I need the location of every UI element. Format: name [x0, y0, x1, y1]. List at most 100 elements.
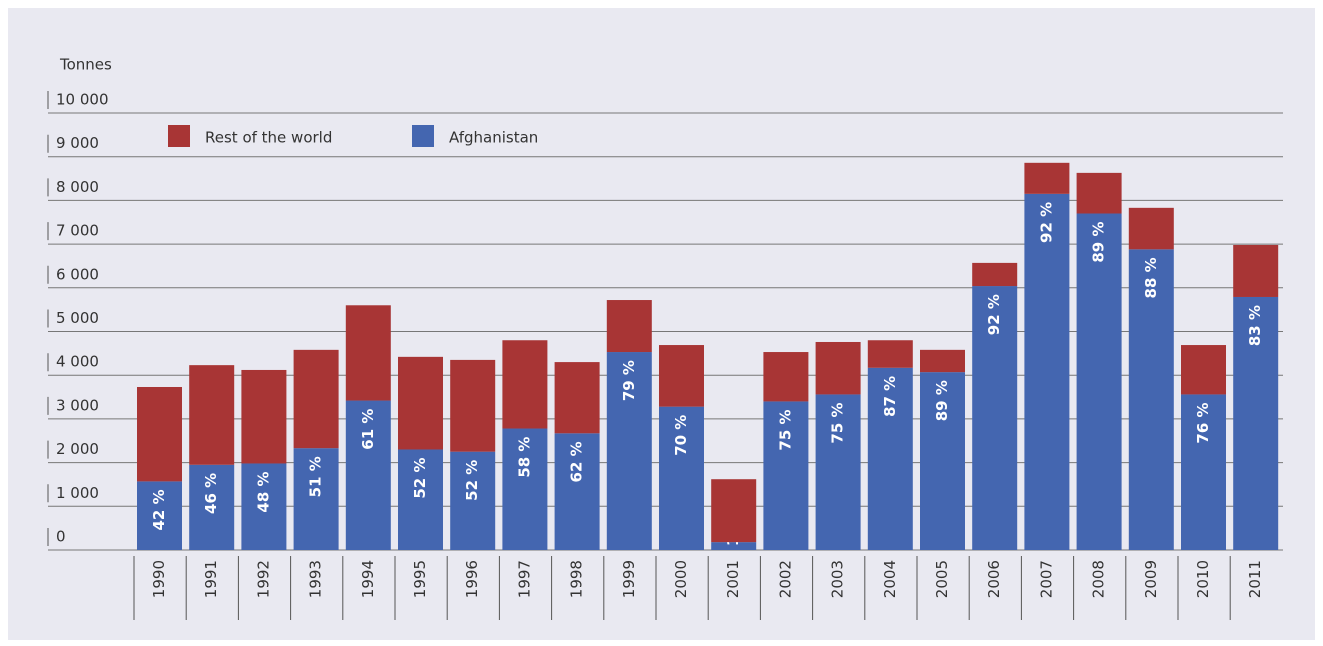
share-label: 89 % — [933, 380, 951, 421]
share-label: 70 % — [672, 415, 690, 456]
bar-segment — [189, 365, 235, 465]
bar-segment — [345, 305, 391, 401]
bar-segment — [659, 345, 704, 407]
x-tick-label: 1996 — [463, 560, 481, 598]
x-tick-label: 1992 — [254, 560, 272, 598]
bar-segment — [1181, 394, 1226, 550]
bar-segment — [1181, 345, 1226, 395]
bar-segment — [293, 349, 339, 449]
x-tick-label: 1990 — [150, 560, 168, 598]
bar-segment — [867, 340, 913, 368]
bar-segment — [1233, 244, 1279, 297]
y-tick-label: 2 000 — [56, 440, 99, 458]
bar-segment — [502, 340, 548, 429]
x-tick-label: 2006 — [985, 560, 1003, 598]
bar-segment — [293, 448, 339, 550]
share-label: 89 % — [1090, 222, 1108, 263]
share-label: 76 % — [1194, 402, 1212, 443]
bar-segment — [554, 433, 600, 550]
share-label: 62 % — [568, 441, 586, 482]
bar-segment — [241, 463, 287, 550]
x-tick-label: 1993 — [307, 560, 325, 598]
x-tick-label: 2010 — [1194, 560, 1212, 598]
bar-segment — [711, 479, 757, 543]
y-tick-label: 10 000 — [56, 91, 109, 109]
y-tick-label: 3 000 — [56, 396, 99, 414]
bar-segment — [1024, 162, 1070, 194]
bar-segment — [1076, 213, 1122, 550]
x-tick-label: 1999 — [620, 560, 638, 598]
bar-segment — [1233, 296, 1279, 550]
x-tick-label: 2000 — [672, 560, 690, 598]
x-tick-label: 1995 — [411, 560, 429, 598]
bar-segment — [502, 428, 548, 550]
x-tick-label: 1998 — [568, 560, 586, 598]
x-tick-label: 2008 — [1090, 560, 1108, 598]
bar-segment — [972, 286, 1018, 550]
x-tick-label: 2001 — [724, 560, 742, 598]
bar-segment — [345, 400, 391, 550]
y-tick-label: 1 000 — [56, 484, 99, 502]
y-tick-label: 0 — [56, 528, 66, 546]
bar-segment — [867, 367, 913, 550]
x-tick-label: 2003 — [829, 560, 847, 598]
bar-segment — [972, 262, 1018, 287]
x-tick-label: 1994 — [359, 560, 377, 598]
share-label: 87 % — [881, 376, 899, 417]
x-tick-label: 2009 — [1142, 560, 1160, 598]
y-tick-label: 6 000 — [56, 265, 99, 283]
bar-segment — [920, 349, 965, 373]
bar-segment — [711, 542, 757, 550]
share-label: 48 % — [254, 471, 272, 512]
share-label: 75 % — [776, 409, 794, 450]
share-label: 92 % — [985, 294, 1003, 335]
y-tick-label: 4 000 — [56, 353, 99, 371]
bar-segment — [189, 464, 235, 550]
bar-segment — [659, 406, 704, 550]
x-tick-label: 2007 — [1037, 560, 1055, 598]
bar-segment — [815, 394, 861, 550]
share-label: 52 % — [463, 460, 481, 501]
bar-segment — [763, 401, 809, 550]
bar-segment — [450, 451, 496, 550]
bar-segment — [241, 369, 287, 464]
bar-segment — [763, 352, 809, 402]
share-label: 46 % — [202, 473, 220, 514]
share-label: 88 % — [1142, 257, 1160, 298]
bar-segment — [137, 386, 182, 482]
x-tick-label: 1991 — [202, 560, 220, 598]
share-label: 83 % — [1246, 305, 1264, 346]
bar-segment — [1024, 193, 1070, 550]
legend-swatch — [168, 125, 190, 147]
x-tick-label: 2002 — [776, 560, 794, 598]
bar-segment — [606, 352, 652, 550]
x-tick-label: 1997 — [515, 560, 533, 598]
bar-segment — [920, 372, 965, 550]
bar-segment — [450, 359, 496, 452]
bar-segment — [398, 356, 443, 450]
bar-segment — [1128, 207, 1174, 250]
bar-segment — [137, 481, 182, 550]
share-label: 42 % — [150, 489, 168, 530]
share-label: 75 % — [829, 402, 847, 443]
bar-segment — [1076, 172, 1122, 214]
y-tick-label: 9 000 — [56, 134, 99, 152]
legend-label: Rest of the world — [205, 129, 332, 147]
y-tick-label: 8 000 — [56, 178, 99, 196]
bar-segment — [554, 362, 600, 434]
share-label: 79 % — [620, 360, 638, 401]
y-axis-label: Tonnes — [59, 56, 112, 74]
share-label: 92 % — [1037, 202, 1055, 243]
bar-segment — [606, 300, 652, 353]
bar-segment — [398, 449, 443, 550]
y-tick-label: 5 000 — [56, 309, 99, 327]
x-tick-label: 2005 — [933, 560, 951, 598]
legend-swatch — [412, 125, 434, 147]
y-tick-label: 7 000 — [56, 222, 99, 240]
legend-label: Afghanistan — [449, 129, 538, 147]
bar-segment — [815, 341, 861, 395]
share-label: 51 % — [307, 456, 325, 497]
share-label: 52 % — [411, 457, 429, 498]
bar-segment — [1128, 249, 1174, 550]
